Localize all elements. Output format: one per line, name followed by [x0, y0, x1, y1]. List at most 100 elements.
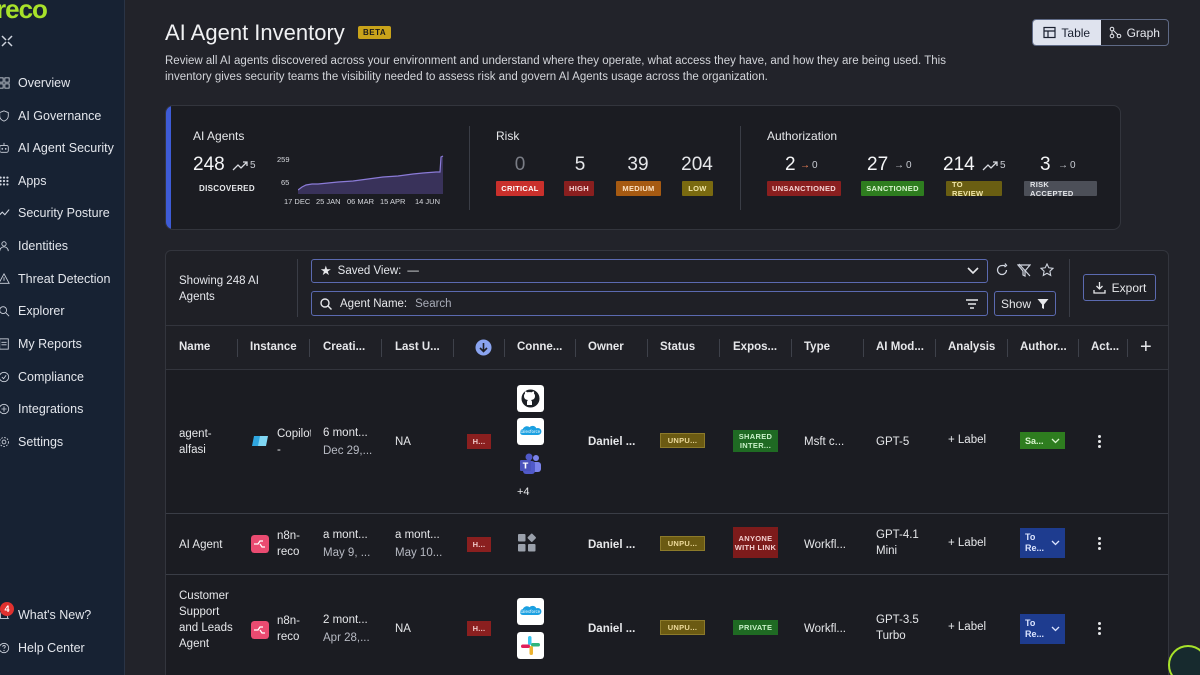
column-header-analysis[interactable]: Analysis: [948, 341, 996, 353]
column-divider[interactable]: [453, 339, 454, 357]
export-button[interactable]: Export: [1083, 274, 1156, 301]
column-divider[interactable]: [381, 339, 382, 357]
apps-connector-icon[interactable]: [517, 533, 537, 553]
sidebar-item-apps[interactable]: Apps: [0, 169, 125, 193]
sidebar-item-security-posture[interactable]: Security Posture: [0, 201, 125, 225]
column-divider[interactable]: [575, 339, 576, 357]
agent-name[interactable]: agent-alfasi: [179, 428, 212, 456]
column-header-type[interactable]: Type: [804, 341, 830, 353]
column-header-connectors[interactable]: Conne...: [517, 341, 563, 353]
last-used-date: May 10...: [395, 547, 443, 559]
risk-accepted-trend: → 0: [1058, 160, 1076, 171]
collapse-icon[interactable]: [0, 34, 14, 48]
graph-view-label: Graph: [1126, 25, 1160, 40]
column-header-exposure[interactable]: Expos...: [733, 341, 778, 353]
add-label-button[interactable]: + Label: [948, 621, 987, 633]
table-view-button[interactable]: Table: [1033, 20, 1101, 45]
column-header-created[interactable]: Creati...: [323, 341, 366, 353]
sidebar-item-identities[interactable]: Identities: [0, 234, 125, 258]
clear-filter-icon[interactable]: [1017, 263, 1031, 277]
salesforce-icon[interactable]: salesforce: [517, 418, 544, 445]
column-divider[interactable]: [719, 339, 720, 357]
column-divider[interactable]: [1127, 339, 1128, 357]
column-divider[interactable]: [309, 339, 310, 357]
column-header-owner[interactable]: Owner: [588, 341, 624, 353]
agent-type: Workfl...: [804, 539, 846, 551]
connectors-more[interactable]: +4: [517, 486, 530, 498]
instance-name: n8n-reco: [277, 615, 301, 643]
column-divider[interactable]: [237, 339, 238, 357]
search-input[interactable]: Search: [415, 297, 452, 310]
sort-risk-icon[interactable]: [475, 339, 492, 356]
showing-count: Showing 248 AI Agents: [179, 275, 259, 303]
sidebar-item-compliance[interactable]: Compliance: [0, 365, 125, 389]
sort-lines-icon[interactable]: [965, 298, 979, 310]
show-label: Show: [1000, 296, 1032, 311]
show-button[interactable]: Show: [994, 291, 1056, 316]
column-divider[interactable]: [863, 339, 864, 357]
column-header-actions[interactable]: Act...: [1091, 341, 1120, 353]
row-actions-menu[interactable]: [1098, 622, 1102, 637]
column-header-name[interactable]: Name: [179, 341, 211, 353]
gear-icon: [0, 435, 10, 449]
export-label: Export: [1111, 280, 1147, 295]
column-divider[interactable]: [647, 339, 648, 357]
reco-logo[interactable]: reco: [0, 0, 48, 24]
sidebar-item-integrations[interactable]: Integrations: [0, 397, 125, 421]
column-header-status[interactable]: Status: [660, 341, 696, 353]
salesforce-icon[interactable]: salesforce: [517, 598, 544, 625]
page-description: Review all AI agents discovered across y…: [165, 55, 946, 83]
agent-name[interactable]: Customer Support and Leads Agent: [179, 590, 233, 650]
sidebar-item-settings[interactable]: Settings: [0, 430, 125, 454]
column-header-instance[interactable]: Instance: [250, 341, 297, 353]
table-row[interactable]: agent-alfasi Copilot - Demo 6 mont... De…: [166, 370, 1168, 514]
column-header-ai-model[interactable]: AI Mod...: [876, 341, 924, 353]
owner-name[interactable]: Daniel ...: [588, 539, 636, 551]
reset-icon[interactable]: [995, 263, 1009, 277]
reports-icon: [0, 337, 10, 351]
authorization-select[interactable]: To Re...: [1020, 614, 1065, 644]
ai-agents-trend: 5: [232, 160, 256, 171]
assistant-launcher-icon[interactable]: [1168, 645, 1200, 675]
column-divider[interactable]: [791, 339, 792, 357]
sidebar-item-whats-new[interactable]: 4 What's New?: [0, 602, 125, 627]
column-divider[interactable]: [1078, 339, 1079, 357]
sidebar-item-overview[interactable]: Overview: [0, 71, 125, 95]
table-row[interactable]: Customer Support and Leads Agent n8n-rec…: [166, 575, 1168, 675]
slack-icon[interactable]: [517, 632, 544, 659]
row-actions-menu[interactable]: [1098, 537, 1102, 552]
authorization-select[interactable]: To Re...: [1020, 528, 1065, 558]
sidebar-item-ai-agent-security[interactable]: AI Agent Security: [0, 136, 125, 160]
created-date: Dec 29,...: [323, 445, 373, 457]
sidebar-item-ai-governance[interactable]: AI Governance: [0, 104, 125, 128]
column-header-authorization[interactable]: Author...: [1020, 341, 1067, 353]
agent-name-search[interactable]: Agent Name: Search: [311, 291, 988, 316]
row-actions-menu[interactable]: [1098, 435, 1102, 450]
owner-name[interactable]: Daniel ...: [588, 436, 636, 448]
sidebar-item-help-center[interactable]: Help Center: [0, 636, 125, 660]
column-divider[interactable]: [1007, 339, 1008, 357]
add-label-button[interactable]: + Label: [948, 434, 987, 446]
sidebar-item-threat-detection[interactable]: Threat Detection: [0, 267, 125, 291]
sidebar-item-explorer[interactable]: Explorer: [0, 299, 125, 323]
table-row[interactable]: AI Agent n8n-reco a mont... May 9, ... a…: [166, 514, 1168, 575]
column-divider[interactable]: [504, 339, 505, 357]
teams-icon[interactable]: T: [517, 451, 544, 478]
owner-name[interactable]: Daniel ...: [588, 623, 636, 635]
star-outline-icon[interactable]: [1040, 263, 1054, 277]
sidebar-item-label: Help Center: [18, 641, 85, 655]
column-divider[interactable]: [935, 339, 936, 357]
add-label-button[interactable]: + Label: [948, 537, 987, 549]
agent-name[interactable]: AI Agent: [179, 539, 223, 551]
add-column-button[interactable]: +: [1140, 336, 1152, 358]
saved-view-select[interactable]: ★ Saved View: —: [311, 259, 988, 283]
sidebar-item-label: AI Governance: [18, 109, 102, 123]
github-icon[interactable]: [517, 385, 544, 412]
notification-count-badge: 4: [0, 602, 14, 616]
spark-y-max: 259: [277, 155, 290, 164]
sidebar-item-my-reports[interactable]: My Reports: [0, 332, 125, 356]
authorization-select[interactable]: Sa...: [1020, 432, 1065, 449]
column-header-last-used[interactable]: Last U...: [395, 341, 440, 353]
svg-text:salesforce: salesforce: [520, 609, 541, 614]
graph-view-button[interactable]: Graph: [1101, 20, 1169, 45]
